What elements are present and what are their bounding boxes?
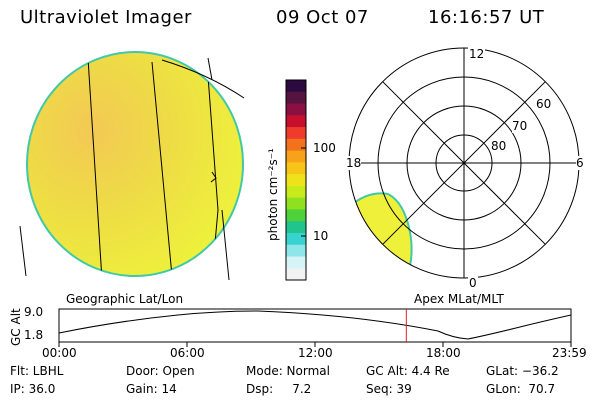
meridian-line: [87, 57, 103, 276]
earth-disk: [26, 51, 244, 277]
aurora-region: [353, 192, 413, 275]
grid-line: [221, 209, 230, 281]
mlat-label-60: 60: [536, 97, 552, 111]
colorbar-segment: [286, 150, 306, 163]
colorbar-segment: [286, 197, 306, 210]
y-tick-1_8: 1.8: [24, 328, 44, 342]
coastline-fragment: [210, 171, 217, 183]
grid-line: [161, 59, 245, 99]
colorbar-tick-10: 10: [313, 229, 329, 243]
earth-disk-image: [19, 51, 245, 281]
grid-line: [19, 225, 27, 277]
colorbar-tick-100: 100: [313, 141, 336, 155]
param-glon: GLon: 70.7: [486, 382, 556, 396]
mlat-label-80: 80: [491, 139, 507, 153]
param-door: Door: Open: [126, 364, 195, 378]
colorbar-segment: [286, 91, 306, 105]
x-tick-label-2359: 23:59: [552, 346, 587, 360]
param-seq: Seq: 39: [366, 382, 412, 396]
grid-line: [207, 57, 213, 81]
mlt-label-0: 0: [468, 276, 478, 290]
colorbar-segment: [286, 115, 306, 128]
meridian-line: [151, 61, 173, 276]
param-glat: GLat: −36.2: [486, 364, 559, 378]
colorbar-segment: [286, 221, 306, 234]
colorbar-segment: [286, 256, 306, 269]
colorbar-segment: [286, 185, 306, 199]
altitude-curve: [58, 310, 572, 340]
param-flt: Flt: LBHL: [10, 364, 64, 378]
param-dsp: Dsp: 7.2: [246, 382, 312, 396]
param-gc-alt: GC Alt: 4.4 Re: [366, 364, 450, 378]
x-tick-label-1800: 18:00: [426, 346, 461, 360]
colorbar-segment: [286, 80, 306, 93]
x-tick-label-0000: 00:00: [42, 346, 77, 360]
x-tick-label-0600: 06:00: [170, 346, 205, 360]
altitude-timeline: [58, 308, 572, 347]
param-ip: IP: 36.0: [10, 382, 56, 396]
colorbar: [285, 79, 307, 281]
mlt-label-12: 12: [468, 47, 486, 61]
gc-alt-axis-label: GC Alt: [9, 308, 23, 346]
colorbar-segment: [286, 162, 306, 175]
param-gain: Gain: 14: [126, 382, 177, 396]
date-label: 09 Oct 07: [276, 7, 369, 28]
polar-spoke: [382, 81, 546, 245]
colorbar-segment: [286, 138, 306, 152]
colorbar-segment: [286, 244, 306, 257]
time-label: 16:16:57 UT: [428, 7, 545, 28]
instrument-title: Ultraviolet Imager: [20, 7, 192, 28]
polar-plot: [348, 47, 580, 279]
colorbar-segment: [286, 103, 306, 116]
colorbar-unit-label: photon cm⁻²s⁻¹: [266, 148, 280, 241]
y-tick-9: 9.0: [24, 305, 44, 319]
geographic-label: Geographic Lat/Lon: [66, 292, 184, 306]
apex-label: Apex MLat/MLT: [414, 292, 504, 306]
mlat-label-70: 70: [512, 119, 528, 133]
colorbar-segment: [286, 268, 306, 281]
x-tick-label-1200: 12:00: [298, 346, 333, 360]
colorbar-segment: [286, 174, 306, 187]
colorbar-segment: [286, 127, 306, 140]
mlt-label-6: 6: [576, 156, 584, 170]
mlt-label-18: 18: [346, 156, 362, 170]
colorbar-segment: [286, 209, 306, 222]
param-mode: Mode: Normal: [246, 364, 330, 378]
colorbar-segment: [286, 232, 306, 246]
